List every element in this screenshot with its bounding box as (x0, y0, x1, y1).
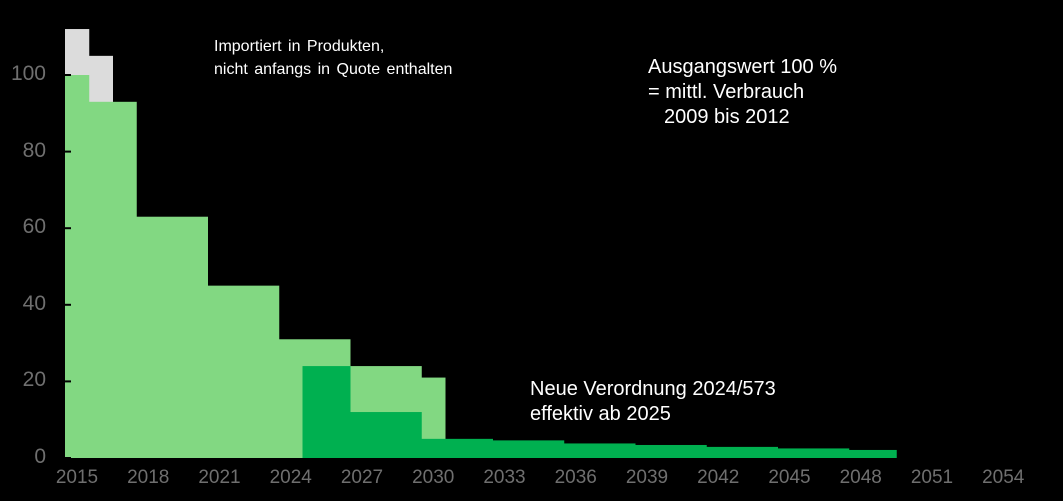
annotation-new-regulation: Neue Verordnung 2024/573 effektiv ab 202… (530, 377, 776, 427)
bar-step (136, 216, 208, 458)
annotation-new-line1: Neue Verordnung 2024/573 (530, 378, 776, 400)
bar-step (207, 285, 280, 458)
bar-step (635, 444, 707, 458)
bar-step (88, 101, 137, 458)
annotation-baseline-line3: 2009 bis 2012 (664, 106, 790, 128)
annotation-imported-line2: nicht anfangs in Quote enthalten (214, 61, 453, 78)
bar-step (492, 440, 565, 458)
annotation-new-line2: effektiv ab 2025 (530, 403, 671, 425)
y-tick-label: 100 (10, 62, 46, 85)
x-tick-label: 2054 (982, 467, 1025, 488)
y-tick-label: 40 (22, 291, 46, 315)
x-tick-label: 2036 (554, 467, 597, 488)
x-tick-label: 2021 (198, 467, 241, 488)
bar-step (706, 446, 778, 458)
annotation-imported: Importiert in Produkten, nicht anfangs i… (214, 35, 452, 81)
annotation-imported-line1: Importiert in Produkten, (214, 38, 385, 55)
x-tick-label: 2048 (839, 467, 882, 488)
x-tick-label: 2051 (910, 467, 954, 488)
x-tick-label: 2042 (697, 467, 740, 488)
series-1 (65, 75, 446, 458)
annotation-baseline-line2: = mittl. Verbrauch (648, 81, 805, 103)
bar-step (563, 443, 636, 458)
bar-step (65, 75, 90, 458)
x-tick-label: 2024 (269, 467, 312, 488)
bar-step (350, 412, 422, 458)
x-tick-label: 2015 (55, 467, 99, 488)
x-tick-label: 2033 (483, 467, 526, 488)
x-tick-label: 2030 (412, 467, 455, 488)
x-tick-label: 2027 (340, 467, 384, 488)
annotation-baseline: Ausgangswert 100 % = mittl. Verbrauch 20… (648, 55, 837, 130)
x-tick-label: 2045 (768, 467, 811, 488)
y-tick-label: 0 (34, 445, 46, 468)
bar-step (777, 448, 850, 458)
y-tick-label: 60 (22, 215, 46, 239)
series-2 (302, 366, 897, 458)
x-tick-label: 2039 (625, 467, 669, 488)
bar-step (848, 449, 897, 458)
annotation-baseline-line1: Ausgangswert 100 % (648, 56, 838, 78)
bar-step (421, 438, 493, 458)
bar-step (302, 366, 351, 458)
x-tick-label: 2018 (127, 467, 170, 488)
y-tick-label: 20 (22, 368, 46, 392)
y-tick-label: 80 (22, 138, 46, 162)
